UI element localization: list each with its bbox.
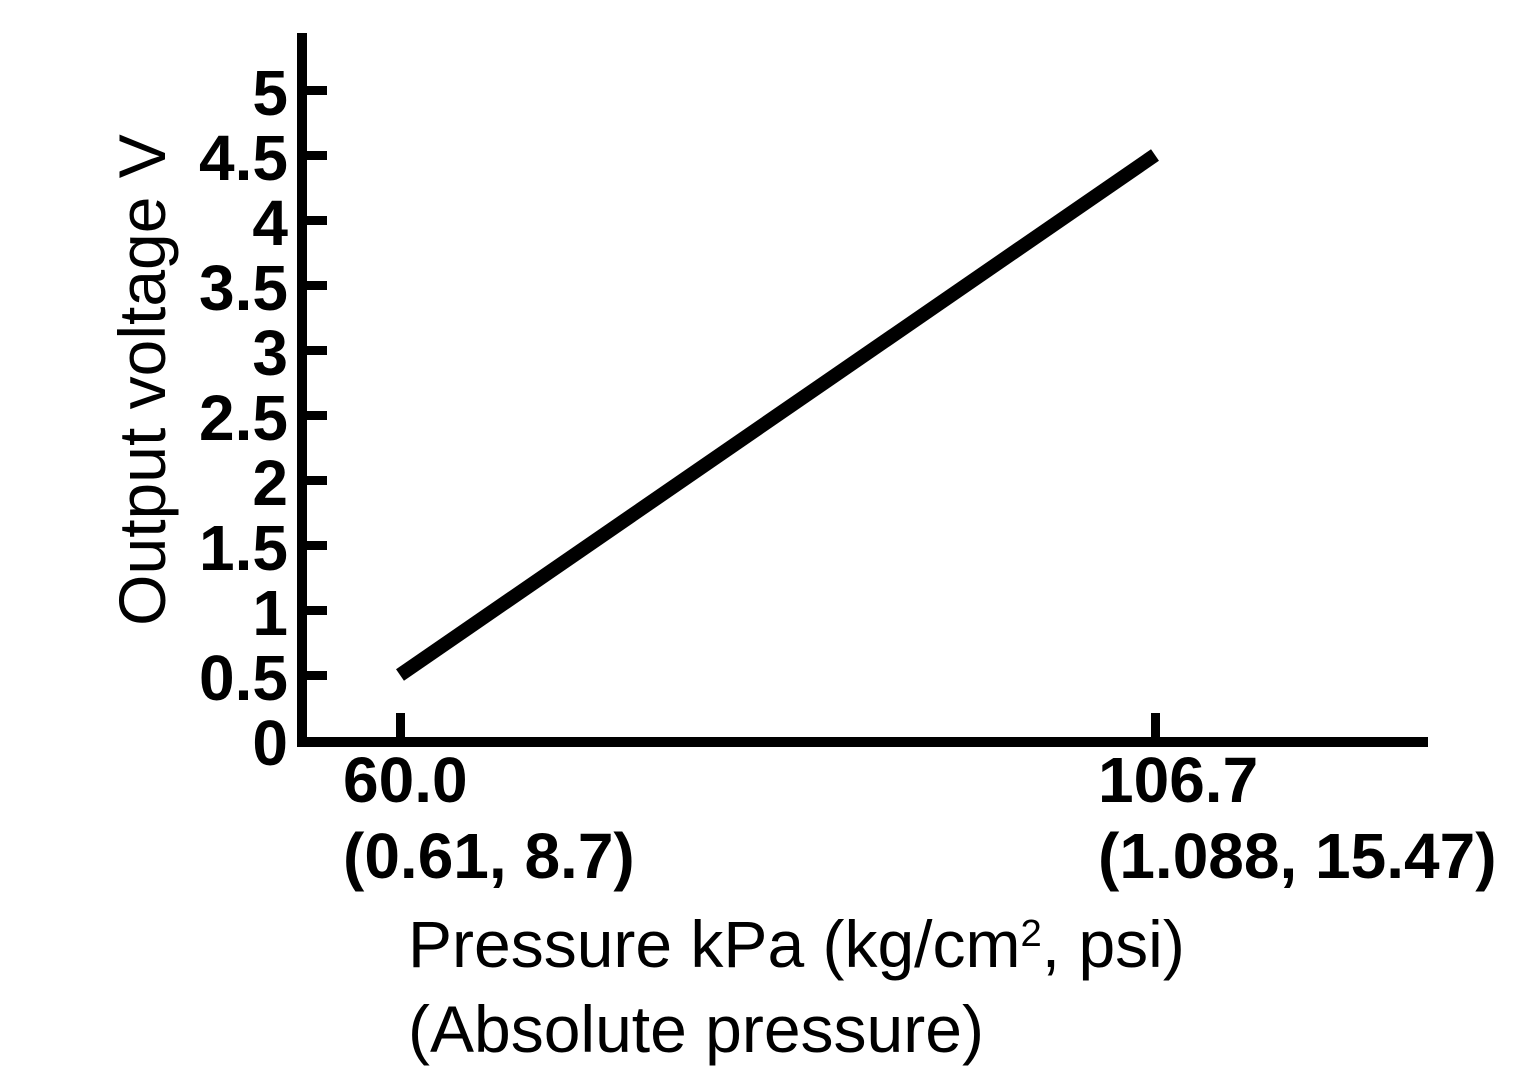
x-axis-title-line2: (Absolute pressure) [408, 992, 984, 1066]
x-tick-label-60: 60.0 [343, 744, 468, 816]
y-tick-label: 3 [252, 317, 288, 389]
y-tick-label: 4 [252, 187, 288, 259]
data-line [396, 149, 1159, 681]
y-tick-mark [307, 346, 327, 355]
y-tick-mark [307, 216, 327, 225]
y-tick-mark [307, 281, 327, 290]
y-axis-title: Output voltage V [105, 134, 179, 626]
y-tick-mark [307, 86, 327, 95]
y-tick-mark [307, 671, 327, 680]
y-tick-label: 2 [252, 447, 288, 519]
y-axis-line [297, 33, 307, 747]
x-tick-sublabel-106: (1.088, 15.47) [1098, 820, 1497, 892]
y-tick-label: 5 [252, 57, 288, 129]
x-axis-title-superscript: 2 [1020, 911, 1042, 955]
x-axis-title-line1: Pressure kPa (kg/cm2, psi) [408, 902, 1185, 987]
y-tick-mark [307, 476, 327, 485]
y-tick-label: 0.5 [199, 642, 288, 714]
x-axis-title-suffix: , psi) [1041, 907, 1185, 981]
y-tick-label: 4.5 [199, 122, 288, 194]
y-tick-label: 3.5 [199, 252, 288, 324]
y-tick-mark [307, 411, 327, 420]
x-tick-label-106: 106.7 [1098, 744, 1259, 816]
x-axis-title: Pressure kPa (kg/cm2, psi) (Absolute pre… [408, 902, 1185, 1072]
x-tick-sublabel-60: (0.61, 8.7) [343, 820, 635, 892]
x-tick-mark [1151, 713, 1160, 737]
x-axis-line [297, 737, 1428, 747]
y-tick-mark [307, 606, 327, 615]
x-tick-mark [396, 713, 405, 737]
x-axis-title-prefix: Pressure kPa (kg/cm [408, 907, 1021, 981]
y-tick-mark [307, 151, 327, 160]
y-tick-label: 0 [252, 707, 288, 779]
y-tick-label: 2.5 [199, 382, 288, 454]
y-tick-label: 1.5 [199, 512, 288, 584]
y-tick-mark [307, 541, 327, 550]
y-tick-label: 1 [252, 577, 288, 649]
